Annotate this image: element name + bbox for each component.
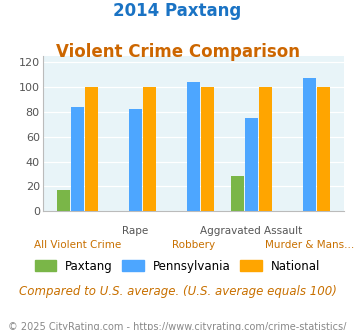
Text: 2014 Paxtang: 2014 Paxtang (113, 2, 242, 20)
Text: All Violent Crime: All Violent Crime (34, 240, 121, 250)
Bar (303, 79, 316, 211)
Text: © 2025 CityRating.com - https://www.cityrating.com/crime-statistics/: © 2025 CityRating.com - https://www.city… (8, 322, 347, 330)
Text: Robbery: Robbery (172, 240, 215, 250)
Bar (245, 118, 258, 211)
Bar (231, 177, 244, 211)
Bar (85, 87, 98, 211)
Bar (317, 87, 330, 211)
Bar (57, 190, 70, 211)
Text: Violent Crime Comparison: Violent Crime Comparison (55, 43, 300, 61)
Bar (201, 87, 214, 211)
Text: Rape: Rape (122, 226, 149, 236)
Bar (259, 87, 272, 211)
Text: Murder & Mans...: Murder & Mans... (265, 240, 354, 250)
Text: Compared to U.S. average. (U.S. average equals 100): Compared to U.S. average. (U.S. average … (18, 285, 337, 298)
Bar (71, 107, 84, 211)
Bar (143, 87, 156, 211)
Bar (129, 110, 142, 211)
Bar (187, 82, 200, 211)
Legend: Paxtang, Pennsylvania, National: Paxtang, Pennsylvania, National (30, 255, 325, 278)
Text: Aggravated Assault: Aggravated Assault (200, 226, 302, 236)
